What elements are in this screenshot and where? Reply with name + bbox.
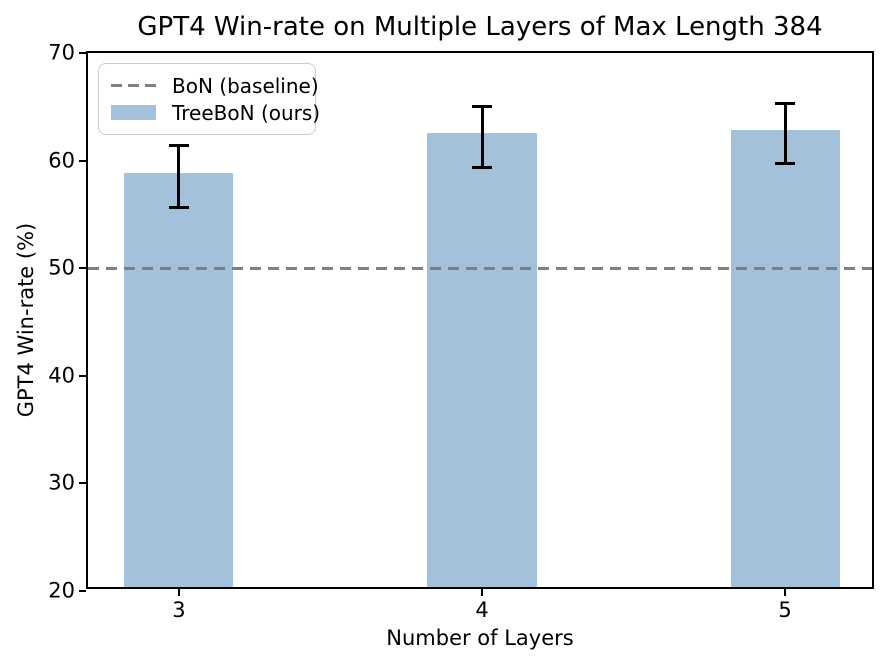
legend-entry-treebon: TreeBoN (ours)	[111, 99, 320, 126]
error-bar-cap-top	[775, 102, 796, 106]
y-tick-mark	[79, 590, 86, 592]
x-tick-label: 3	[172, 598, 186, 622]
x-tick-mark	[784, 589, 787, 596]
error-bar-cap-bottom	[775, 162, 796, 166]
error-bar-cap-top	[472, 105, 492, 109]
chart-title: GPT4 Win-rate on Multiple Layers of Max …	[137, 12, 823, 42]
y-tick-mark	[79, 374, 86, 377]
x-tick-mark	[481, 589, 483, 596]
y-tick-label: 60	[48, 148, 75, 173]
y-tick-mark	[79, 159, 86, 162]
treebon-bar	[730, 129, 840, 587]
error-bar-stem	[480, 106, 484, 168]
plot-area: 20 30 40 50 60 70 3 4 5 BoN (baseline) TreeBoN …	[48, 41, 874, 622]
legend: BoN (baseline) TreeBoN (ours)	[98, 63, 320, 135]
legend-label-treebon: TreeBoN (ours)	[172, 100, 321, 125]
error-bar-cap-bottom	[168, 206, 189, 210]
y-tick-label: 70	[48, 40, 75, 65]
treebon-bar	[427, 132, 537, 587]
x-tick-mark	[177, 589, 180, 596]
x-axis-title: Number of Layers	[386, 626, 574, 650]
treebon-bar	[124, 172, 234, 587]
y-tick-label: 20	[48, 578, 75, 603]
y-tick-mark	[79, 482, 86, 485]
y-tick-label: 40	[48, 363, 75, 388]
baseline-line	[88, 266, 872, 270]
legend-entry-baseline: BoN (baseline)	[111, 72, 319, 99]
treebon-bar-sample	[111, 105, 156, 120]
y-tick-label: 30	[48, 470, 75, 495]
legend-label-baseline: BoN (baseline)	[172, 73, 319, 98]
x-tick-label: 4	[475, 598, 489, 622]
y-tick-mark	[79, 267, 86, 270]
y-tick-label: 50	[48, 255, 75, 280]
y-tick-mark	[79, 52, 86, 54]
error-bar-stem	[177, 145, 181, 208]
error-bar-stem	[783, 103, 787, 164]
baseline-dashed-line-sample	[111, 84, 156, 87]
error-bar-cap-bottom	[472, 165, 492, 169]
y-axis-title: GPT4 Win-rate (%)	[14, 222, 38, 418]
error-bar-cap-top	[168, 144, 189, 148]
x-tick-label: 5	[778, 598, 792, 622]
